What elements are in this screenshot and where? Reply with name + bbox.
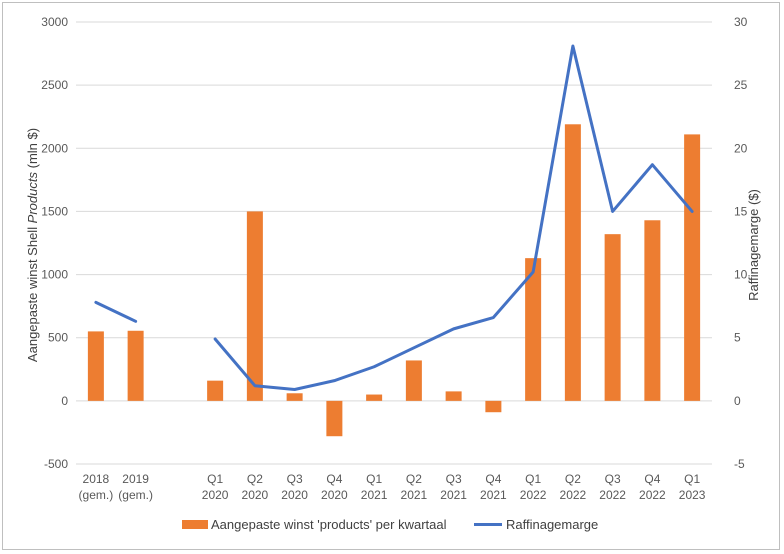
legend-bar-swatch: [182, 520, 208, 529]
x-tick-line-1: Q2: [247, 472, 263, 486]
x-tick-line-2: 2021: [480, 488, 507, 502]
x-axis-tick-label: Q3 2022: [599, 472, 626, 502]
x-tick-line-2: 2021: [361, 488, 388, 502]
bar: [127, 330, 144, 401]
right-axis-tick-label: 20: [734, 141, 748, 155]
right-axis-tick-label: 0: [734, 394, 741, 408]
bar: [326, 400, 343, 437]
x-tick-line-1: Q3: [446, 472, 462, 486]
left-axis-tick-label: 500: [48, 331, 68, 345]
bar: [87, 331, 104, 401]
line-segment: [213, 44, 694, 391]
right-axis-tick-label: 15: [734, 204, 748, 218]
line-segment: [94, 300, 138, 323]
left-axis-tick-label: 3000: [41, 15, 68, 29]
x-tick-line-1: Q1: [525, 472, 541, 486]
x-axis-tick-label: Q4 2022: [639, 472, 666, 502]
bar: [246, 211, 263, 401]
bar-series: [87, 124, 701, 437]
bar: [604, 234, 621, 401]
right-axis-tick-label: 30: [734, 15, 748, 29]
x-axis-tick-label: Q1 2020: [202, 472, 229, 502]
x-tick-line-2: 2021: [401, 488, 428, 502]
x-tick-line-1: 2019: [122, 472, 149, 486]
x-axis-tick-label: Q3 2020: [281, 472, 308, 502]
x-tick-line-2: (gem.): [79, 488, 114, 502]
x-axis-tick-label: Q3 2021: [440, 472, 467, 502]
left-axis-title: Aangepaste winst Shell Products (mln $): [25, 128, 40, 362]
bar: [366, 394, 383, 401]
x-axis-tick-label: Q2 2022: [560, 472, 587, 502]
x-tick-line-2: 2022: [560, 488, 587, 502]
bar: [286, 393, 303, 401]
right-axis-tick-label: 5: [734, 331, 741, 345]
x-tick-line-1: Q4: [644, 472, 660, 486]
right-axis-title: Raffinagemarge ($): [746, 189, 761, 301]
x-tick-line-1: Q1: [207, 472, 223, 486]
left-axis-tick-label: 0: [61, 394, 68, 408]
x-tick-line-1: Q2: [406, 472, 422, 486]
x-tick-line-2: 2021: [440, 488, 467, 502]
x-tick-line-2: 2020: [242, 488, 269, 502]
legend-bar-label: Aangepaste winst 'products' per kwartaal: [211, 517, 447, 532]
x-axis-tick-label: Q4 2020: [321, 472, 348, 502]
left-axis-title-italic: Products: [25, 172, 40, 224]
bar: [445, 391, 462, 401]
x-tick-line-1: Q2: [565, 472, 581, 486]
left-axis-ticks: -500 0 500 1000 1500 2000 2500 3000: [41, 15, 68, 471]
left-axis-title-part: Aangepaste winst Shell: [25, 223, 40, 362]
x-tick-line-1: Q3: [605, 472, 621, 486]
left-axis-tick-label: 2000: [41, 141, 68, 155]
bar: [684, 134, 701, 401]
right-axis-tick-label: -5: [734, 457, 745, 471]
x-tick-line-2: 2020: [202, 488, 229, 502]
x-tick-line-2: 2020: [281, 488, 308, 502]
x-tick-line-1: Q4: [485, 472, 501, 486]
x-tick-line-2: 2020: [321, 488, 348, 502]
x-tick-line-2: 2022: [520, 488, 547, 502]
bar: [564, 124, 581, 401]
x-tick-line-1: 2018: [83, 472, 110, 486]
bar: [485, 400, 502, 413]
x-axis-tick-label: Q1 2022: [520, 472, 547, 502]
x-tick-line-2: (gem.): [118, 488, 153, 502]
legend: Aangepaste winst 'products' per kwartaal…: [182, 517, 598, 532]
x-tick-line-2: 2022: [639, 488, 666, 502]
x-tick-line-1: Q1: [366, 472, 382, 486]
left-axis-tick-label: 2500: [41, 78, 68, 92]
x-axis-tick-label: 2018 (gem.): [79, 472, 114, 502]
x-axis-tick-label: Q4 2021: [480, 472, 507, 502]
left-axis-title-part: (mln $): [25, 128, 40, 172]
x-tick-line-1: Q3: [287, 472, 303, 486]
right-axis-tick-label: 25: [734, 78, 748, 92]
line-series: [94, 44, 694, 391]
bar: [525, 258, 542, 401]
bar: [405, 360, 422, 401]
left-axis-tick-label: 1500: [41, 204, 68, 218]
x-tick-line-2: 2023: [679, 488, 706, 502]
legend-line-label: Raffinagemarge: [506, 517, 598, 532]
x-tick-line-1: Q4: [326, 472, 342, 486]
x-axis-tick-label: 2019 (gem.): [118, 472, 153, 502]
x-tick-line-1: Q1: [684, 472, 700, 486]
x-axis-tick-label: Q2 2020: [242, 472, 269, 502]
left-axis-tick-label: 1000: [41, 268, 68, 282]
x-axis-tick-label: Q1 2023: [679, 472, 706, 502]
bar: [644, 220, 661, 401]
left-axis-tick-label: -500: [44, 457, 68, 471]
x-tick-line-2: 2022: [599, 488, 626, 502]
x-axis-tick-label: Q2 2021: [401, 472, 428, 502]
right-axis-ticks: -5 0 5 10 15 20 25 30: [734, 15, 748, 471]
right-axis-tick-label: 10: [734, 268, 748, 282]
x-axis-tick-label: Q1 2021: [361, 472, 388, 502]
bar: [207, 380, 224, 401]
